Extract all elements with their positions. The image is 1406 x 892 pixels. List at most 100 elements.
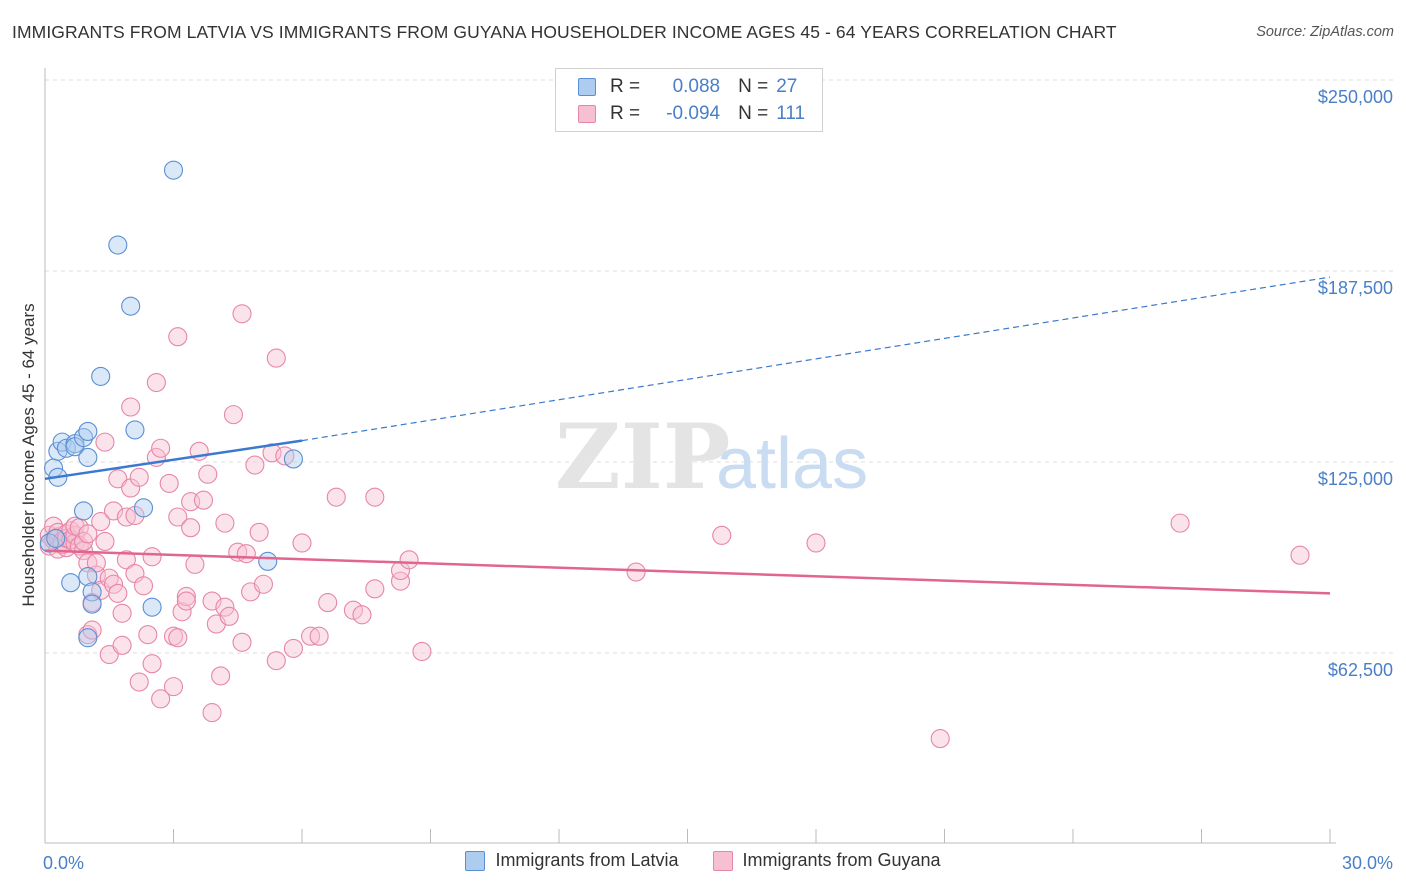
y-tick-label: $62,500 xyxy=(1328,660,1393,680)
latvia-points xyxy=(39,160,303,648)
stats-legend: R = 0.088 N = 27 R = -0.094 N = 111 xyxy=(555,68,823,132)
guyana-point xyxy=(151,438,171,458)
latvia-point xyxy=(108,235,128,255)
legend-r-value: 0.088 xyxy=(672,76,721,97)
guyana-point xyxy=(365,487,385,507)
guyana-point xyxy=(712,525,732,545)
guyana-point xyxy=(185,554,205,574)
latvia-point xyxy=(283,449,303,469)
guyana-point xyxy=(142,547,162,567)
guyana-point xyxy=(211,666,231,686)
grid-lines xyxy=(45,79,1395,654)
legend-item-latvia[interactable]: Immigrants from Latvia xyxy=(465,850,679,871)
y-axis-label: Householder Income Ages 45 - 64 years xyxy=(19,303,38,606)
legend-n-label: N = xyxy=(738,103,769,124)
y-tick-label: $187,500 xyxy=(1318,278,1393,298)
guyana-point xyxy=(91,512,111,532)
guyana-point xyxy=(1170,513,1190,533)
guyana-point xyxy=(309,626,329,646)
y-tick-labels: $62,500 $125,000 $187,500 $250,000 xyxy=(1318,87,1393,680)
guyana-point xyxy=(343,600,363,620)
legend-r-value: -0.094 xyxy=(666,103,721,124)
x-tick-label: 30.0% xyxy=(1342,853,1393,873)
guyana-point xyxy=(215,513,235,533)
guyana-point xyxy=(266,348,286,368)
latvia-trend-line xyxy=(44,439,303,481)
legend-swatch-guyana xyxy=(578,105,596,123)
latvia-point xyxy=(133,498,154,518)
guyana-point xyxy=(108,583,128,603)
guyana-point xyxy=(318,593,338,613)
guyana-point xyxy=(245,455,265,475)
y-tick-label: $125,000 xyxy=(1318,469,1393,489)
guyana-point xyxy=(121,397,141,417)
legend-swatch-latvia xyxy=(465,850,486,871)
latvia-point xyxy=(125,420,145,440)
guyana-point xyxy=(223,405,244,425)
legend-item-guyana[interactable]: Immigrants from Guyana xyxy=(712,850,941,871)
guyana-point xyxy=(412,641,432,662)
trend-lines xyxy=(44,276,1331,595)
guyana-point xyxy=(95,531,115,552)
guyana-point xyxy=(176,586,196,607)
latvia-point xyxy=(142,597,162,617)
guyana-point xyxy=(292,533,312,553)
guyana-point xyxy=(151,689,171,709)
guyana-point xyxy=(176,591,196,611)
guyana-trend-line xyxy=(44,549,1331,595)
legend-row-latvia: R = 0.088 N = 27 xyxy=(578,74,797,100)
latvia-point xyxy=(121,296,141,316)
guyana-point xyxy=(365,579,385,599)
guyana-point xyxy=(198,464,218,484)
guyana-point xyxy=(202,703,222,723)
guyana-point xyxy=(249,522,269,542)
guyana-point xyxy=(168,327,188,347)
guyana-point xyxy=(142,654,162,674)
guyana-point xyxy=(399,550,419,570)
guyana-point xyxy=(266,651,286,671)
guyana-point xyxy=(86,553,106,573)
legend-row-guyana: R = -0.094 N = 111 xyxy=(578,101,805,127)
guyana-point xyxy=(1290,545,1310,565)
guyana-points xyxy=(39,304,1310,749)
latvia-point xyxy=(46,528,66,548)
guyana-point xyxy=(390,571,411,591)
x-tick-label: 0.0% xyxy=(43,853,84,873)
latvia-point xyxy=(78,567,98,587)
watermark: ZIP atlas xyxy=(555,404,868,510)
latvia-trend-extension xyxy=(301,276,1331,442)
legend-label-latvia: Immigrants from Latvia xyxy=(495,850,679,870)
legend-swatch-latvia xyxy=(578,78,596,96)
latvia-point xyxy=(258,551,278,571)
legend-r-label: R = xyxy=(610,103,641,124)
guyana-point xyxy=(930,729,950,749)
legend-n-label: N = xyxy=(738,76,769,97)
guyana-point xyxy=(133,576,154,596)
legend-swatch-guyana xyxy=(712,850,733,871)
guyana-point xyxy=(193,490,214,510)
legend-n-value: 111 xyxy=(776,103,806,124)
latvia-point xyxy=(74,501,94,521)
latvia-point xyxy=(91,366,111,386)
guyana-point xyxy=(253,574,274,594)
guyana-point xyxy=(326,487,346,507)
guyana-point xyxy=(129,672,149,692)
source-label: Source: ZipAtlas.com xyxy=(1256,24,1394,40)
chart-title: IMMIGRANTS FROM LATVIA VS IMMIGRANTS FRO… xyxy=(12,22,1117,42)
watermark-zip: ZIP xyxy=(555,404,730,510)
legend-r-label: R = xyxy=(610,76,641,97)
latvia-point xyxy=(78,421,98,441)
guyana-point xyxy=(232,632,252,652)
guyana-point xyxy=(181,518,201,538)
latvia-point xyxy=(78,628,98,648)
guyana-point xyxy=(172,602,192,622)
guyana-point xyxy=(283,638,303,658)
guyana-point xyxy=(232,304,252,324)
guyana-point xyxy=(219,606,239,626)
legend-label-guyana: Immigrants from Guyana xyxy=(742,850,941,870)
guyana-point xyxy=(352,605,372,625)
latvia-point xyxy=(61,573,81,593)
watermark-atlas: atlas xyxy=(716,424,868,504)
guyana-point xyxy=(215,597,235,617)
latvia-point xyxy=(163,160,184,180)
